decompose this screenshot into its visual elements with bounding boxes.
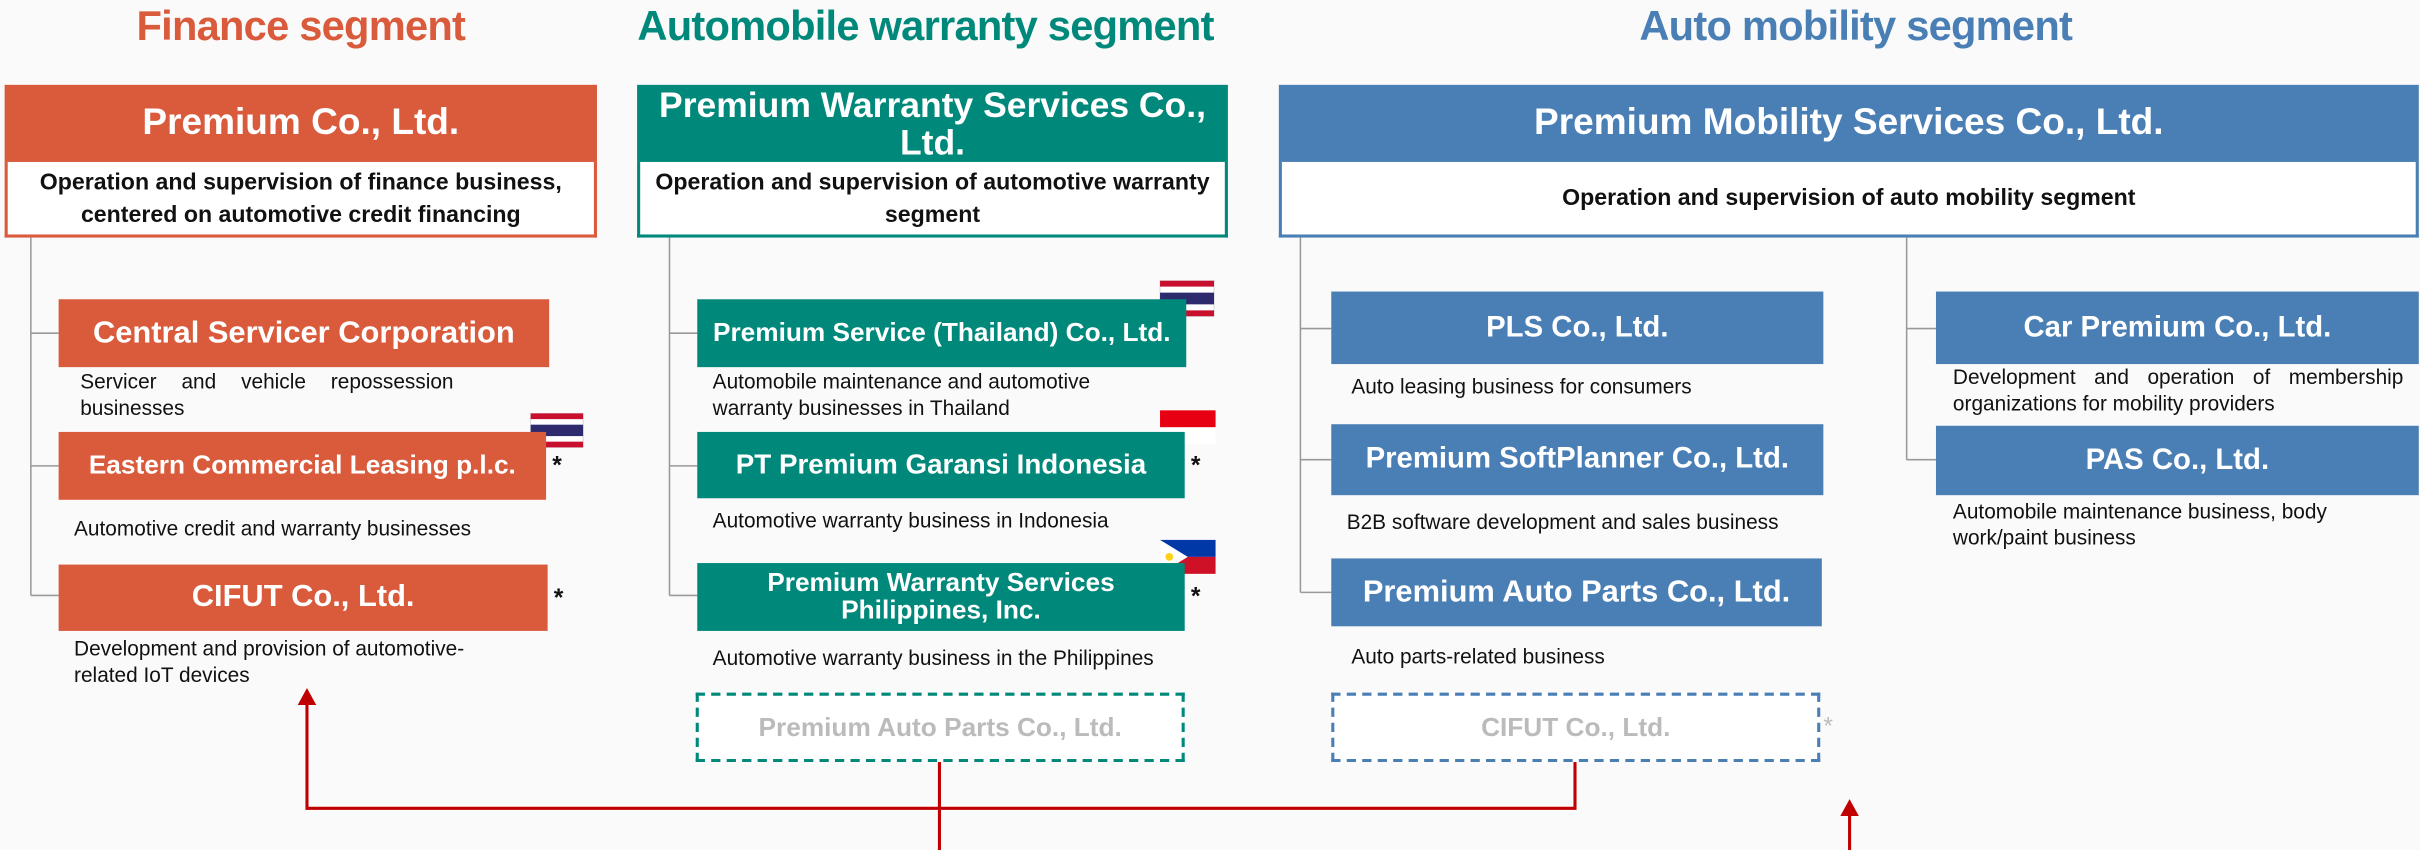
note-mark: * <box>553 585 564 612</box>
subsidiary-description: Automotive warranty business in Indonesi… <box>712 509 1109 533</box>
company-description: Operation and supervision of auto mobili… <box>1278 161 2419 238</box>
subsidiary-description: Automotive credit and warranty businesse… <box>74 516 472 540</box>
subsidiary-name: Premium SoftPlanner Co., Ltd. <box>1331 424 1824 496</box>
subsidiary-description: Auto leasing business for consumers <box>1351 374 1692 398</box>
arrow-heads <box>297 687 1859 817</box>
note-mark: * <box>1190 452 1201 479</box>
subsidiary-description: B2B software development and sales busin… <box>1346 510 1779 534</box>
subsidiary-name: PT Premium Garansi Indonesia <box>697 431 1185 499</box>
company-name: Premium Warranty Services Co., Ltd. <box>637 84 1228 162</box>
company-name: Premium Co., Ltd. <box>4 84 597 162</box>
subsidiary-description: Automotive warranty business in the Phil… <box>712 646 1154 670</box>
subsidiary-name: PLS Co., Ltd. <box>1331 291 1824 365</box>
subsidiary-name: PAS Co., Ltd. <box>1935 425 2419 496</box>
note-mark: * <box>1823 713 1833 740</box>
company-name: Premium Mobility Services Co., Ltd. <box>1278 84 2419 162</box>
segment-title: Auto mobility segment <box>1639 3 2073 50</box>
subsidiary-name: Premium Warranty Services Philippines, I… <box>697 563 1185 631</box>
company-description: Operation and supervision of finance bus… <box>4 161 597 238</box>
subsidiary-description: Development and operation of membership … <box>1952 365 2404 415</box>
subsidiary-name: Eastern Commercial Leasing p.l.c. <box>58 431 547 500</box>
tree-lines <box>30 236 1936 597</box>
subsidiary-name: Car Premium Co., Ltd. <box>1935 291 2419 365</box>
arrow-lines <box>305 701 1852 850</box>
segment-title: Automobile warranty segment <box>637 3 1214 50</box>
planned-company: Premium Auto Parts Co., Ltd. <box>695 692 1185 763</box>
subsidiary-description: Development and provision of automotive-… <box>74 637 465 687</box>
company-description: Operation and supervision of automotive … <box>637 161 1228 238</box>
subsidiary-name: Premium Service (Thailand) Co., Ltd. <box>697 299 1187 368</box>
segment-title: Finance segment <box>136 3 466 50</box>
subsidiary-description: Automobile maintenance and automotive wa… <box>712 370 1091 420</box>
subsidiary-name: CIFUT Co., Ltd. <box>58 564 548 631</box>
note-mark: * <box>1190 584 1201 611</box>
subsidiary-description: Automobile maintenance business, body wo… <box>1952 499 2327 549</box>
subsidiary-description: Auto parts-related business <box>1351 644 1605 668</box>
subsidiary-name: Premium Auto Parts Co., Ltd. <box>1331 558 1822 627</box>
subsidiary-name: Central Servicer Corporation <box>58 299 550 368</box>
planned-company: CIFUT Co., Ltd. <box>1331 692 1821 763</box>
note-mark: * <box>552 453 562 480</box>
subsidiary-description: Servicer and vehicle repossession busine… <box>80 370 454 420</box>
